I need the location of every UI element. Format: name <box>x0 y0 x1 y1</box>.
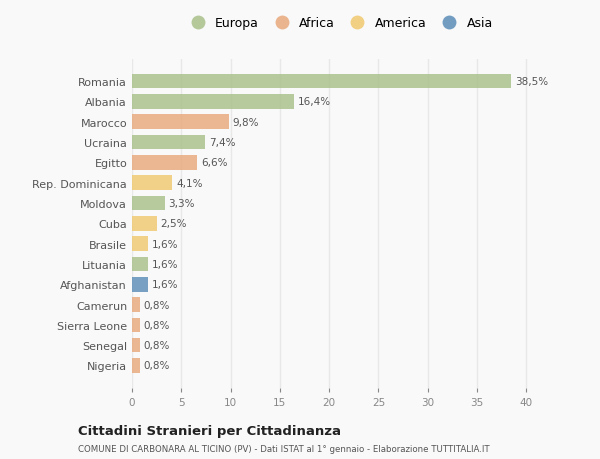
Text: 9,8%: 9,8% <box>233 118 259 128</box>
Text: Cittadini Stranieri per Cittadinanza: Cittadini Stranieri per Cittadinanza <box>78 425 341 437</box>
Bar <box>132 358 140 373</box>
Text: 1,6%: 1,6% <box>152 239 178 249</box>
Text: 1,6%: 1,6% <box>152 280 178 290</box>
Bar <box>132 318 140 332</box>
Text: 16,4%: 16,4% <box>298 97 331 107</box>
Text: 4,1%: 4,1% <box>176 178 203 188</box>
Bar <box>132 176 172 190</box>
Text: 0,8%: 0,8% <box>144 361 170 370</box>
Bar <box>132 217 157 231</box>
Bar <box>132 237 148 252</box>
Text: 38,5%: 38,5% <box>515 77 548 87</box>
Bar <box>132 115 229 130</box>
Text: 0,8%: 0,8% <box>144 341 170 350</box>
Bar <box>132 196 164 211</box>
Bar <box>132 75 511 89</box>
Text: 2,5%: 2,5% <box>161 219 187 229</box>
Bar <box>132 277 148 292</box>
Text: 6,6%: 6,6% <box>201 158 227 168</box>
Bar <box>132 156 197 170</box>
Text: 1,6%: 1,6% <box>152 259 178 269</box>
Text: 3,3%: 3,3% <box>169 198 195 208</box>
Bar <box>132 257 148 272</box>
Legend: Europa, Africa, America, Asia: Europa, Africa, America, Asia <box>181 13 497 34</box>
Bar <box>132 338 140 353</box>
Text: 0,8%: 0,8% <box>144 300 170 310</box>
Bar <box>132 297 140 312</box>
Text: 7,4%: 7,4% <box>209 138 235 148</box>
Bar <box>132 95 293 109</box>
Text: 0,8%: 0,8% <box>144 320 170 330</box>
Bar <box>132 135 205 150</box>
Text: COMUNE DI CARBONARA AL TICINO (PV) - Dati ISTAT al 1° gennaio - Elaborazione TUT: COMUNE DI CARBONARA AL TICINO (PV) - Dat… <box>78 444 490 453</box>
